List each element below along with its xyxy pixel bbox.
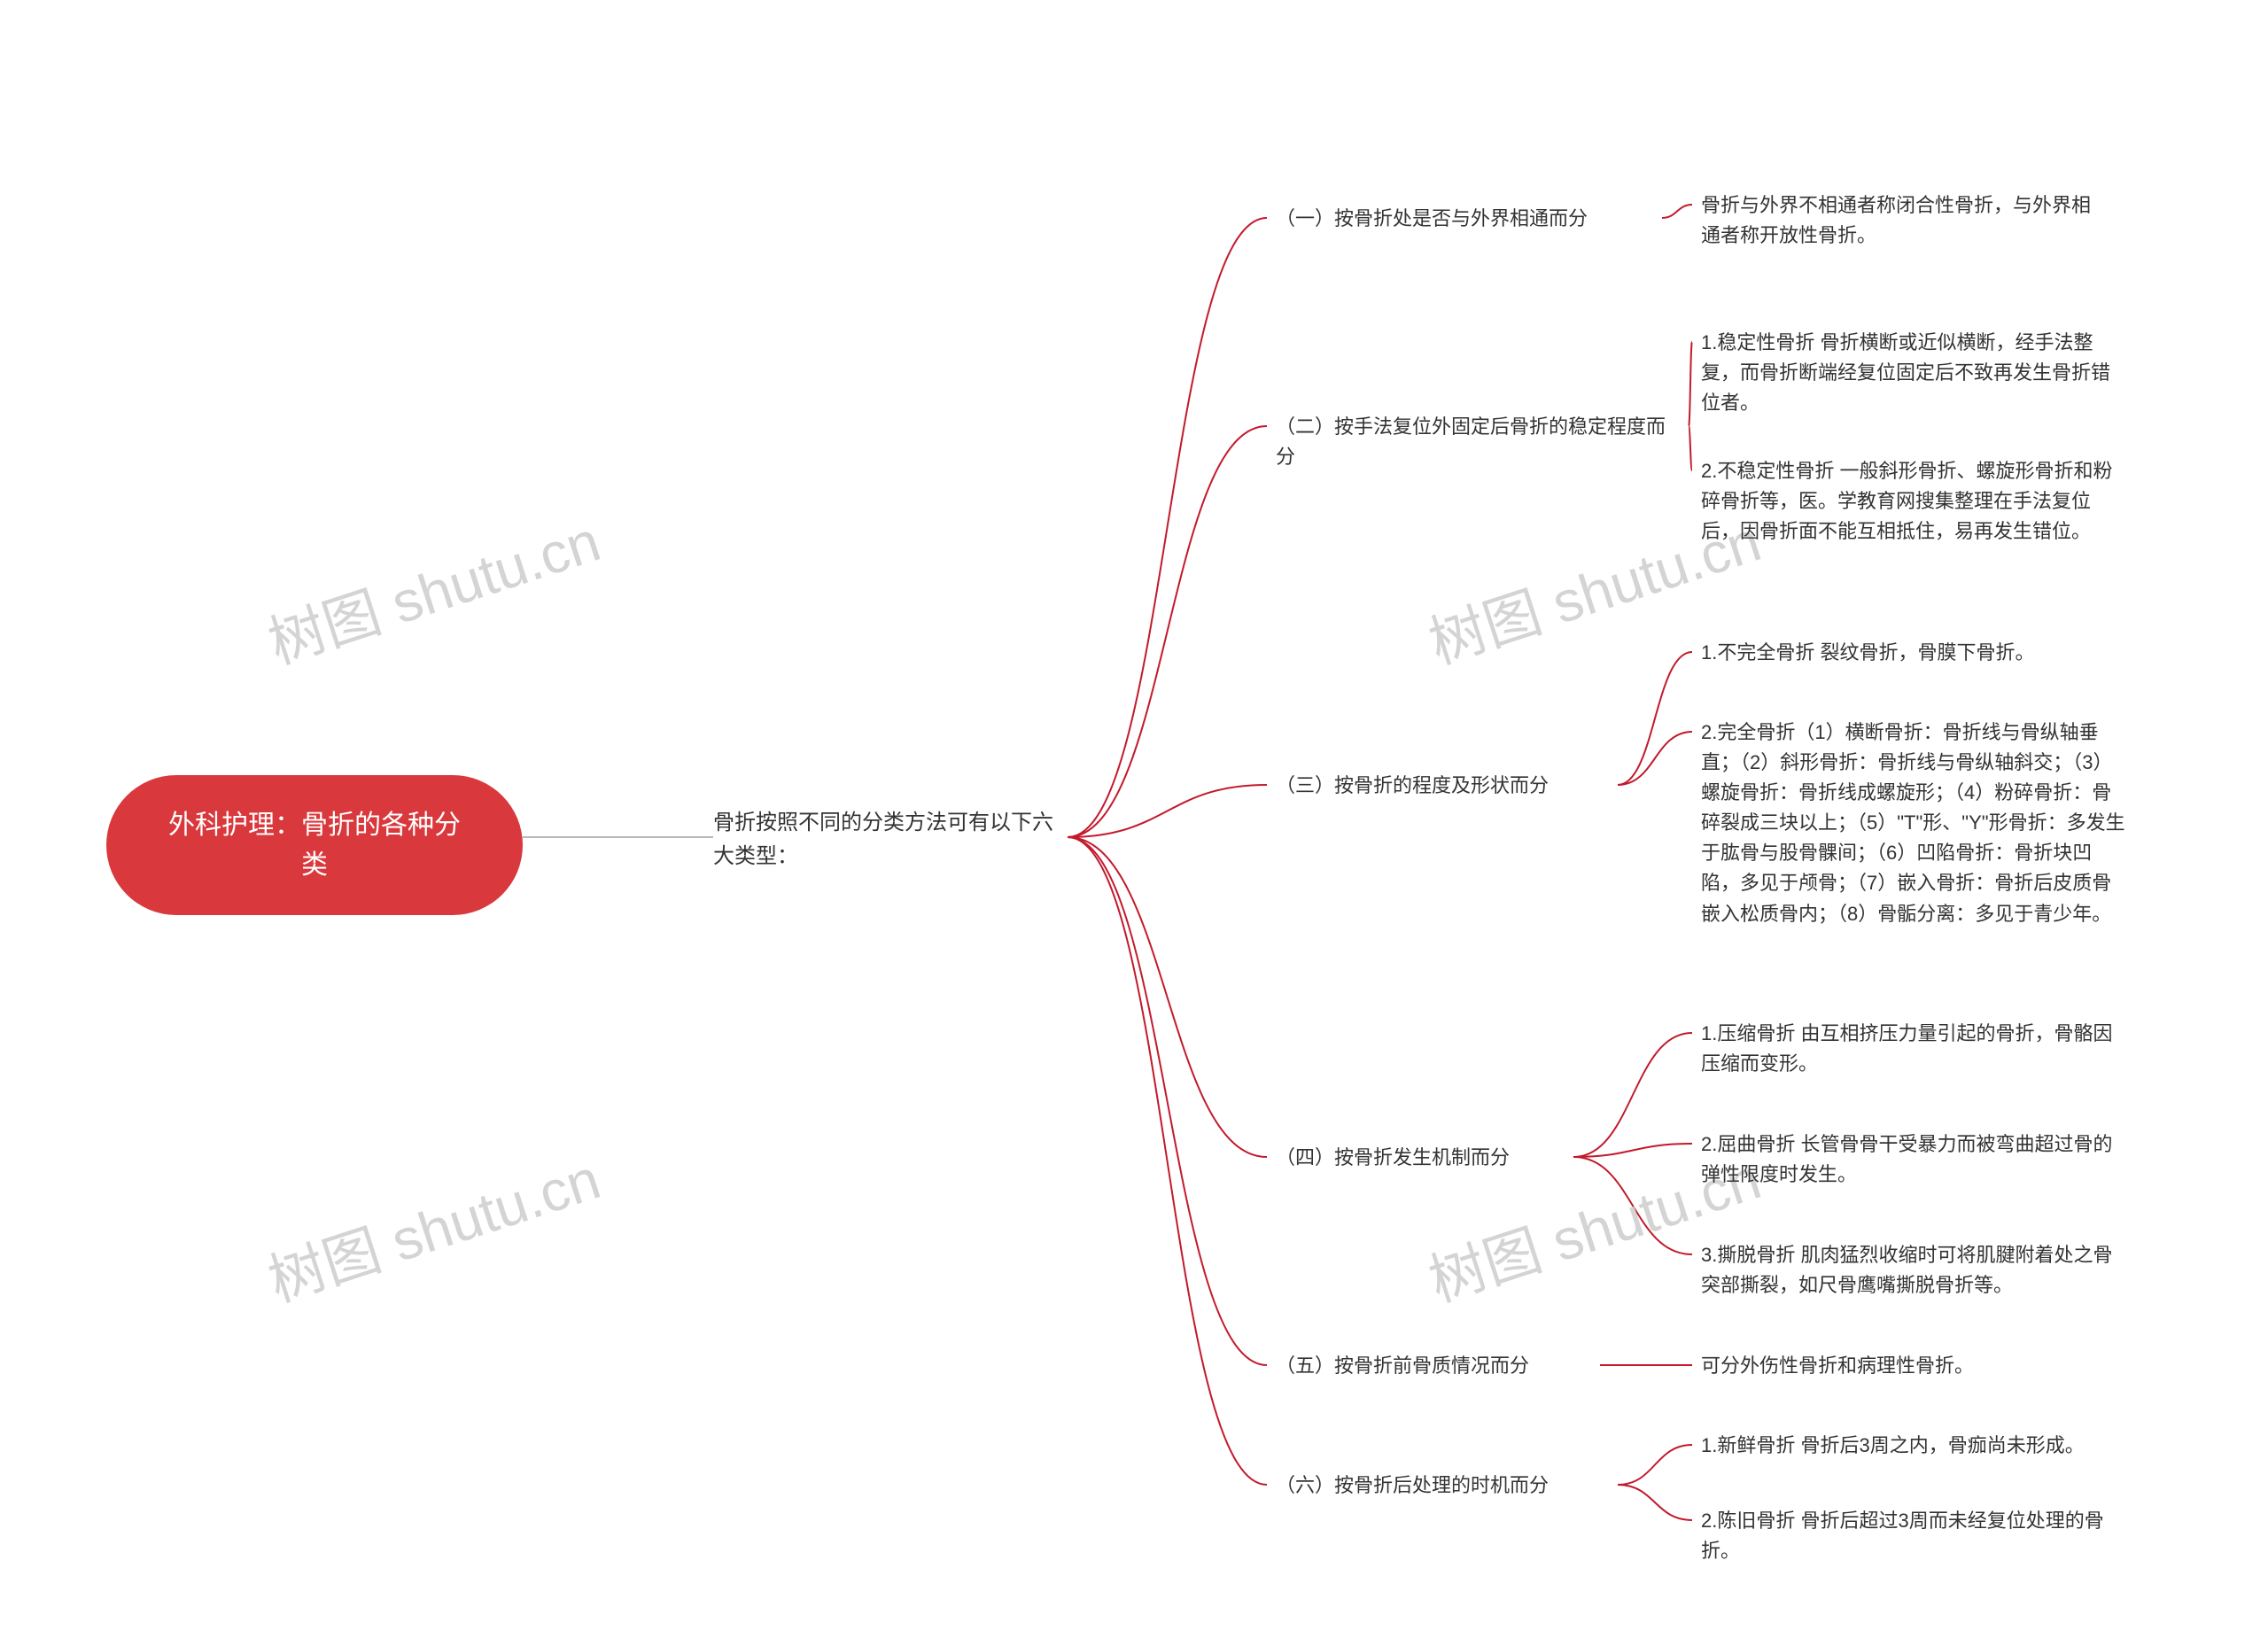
category-node[interactable]: （二）按手法复位外固定后骨折的稳定程度而分 xyxy=(1276,412,1683,472)
leaf-node[interactable]: 2.完全骨折（1）横断骨折：骨折线与骨纵轴垂直；（2）斜形骨折：骨折线与骨纵轴斜… xyxy=(1701,718,2126,929)
leaf-node[interactable]: 可分外伤性骨折和病理性骨折。 xyxy=(1701,1351,2055,1381)
leaf-node[interactable]: 2.不稳定性骨折 一般斜形骨折、螺旋形骨折和粉碎骨折等，医。学教育网搜集整理在手… xyxy=(1701,456,2117,547)
intro-node[interactable]: 骨折按照不同的分类方法可有以下六大类型： xyxy=(713,806,1068,874)
mindmap-canvas: 树图 shutu.cn 树图 shutu.cn 树图 shutu.cn 树图 s… xyxy=(0,0,2268,1630)
category-node[interactable]: （六）按骨折后处理的时机而分 xyxy=(1276,1471,1612,1501)
leaf-node[interactable]: 3.撕脱骨折 肌肉猛烈收缩时可将肌腱附着处之骨突部撕裂，如尺骨鹰嘴撕脱骨折等。 xyxy=(1701,1240,2117,1300)
leaf-node[interactable]: 1.压缩骨折 由互相挤压力量引起的骨折，骨骼因压缩而变形。 xyxy=(1701,1019,2117,1079)
category-node[interactable]: （五）按骨折前骨质情况而分 xyxy=(1276,1351,1595,1381)
category-node[interactable]: （三）按骨折的程度及形状而分 xyxy=(1276,771,1612,801)
leaf-node[interactable]: 1.不完全骨折 裂纹骨折，骨膜下骨折。 xyxy=(1701,638,2109,668)
leaf-node[interactable]: 2.陈旧骨折 骨折后超过3周而未经复位处理的骨折。 xyxy=(1701,1506,2117,1566)
category-node[interactable]: （四）按骨折发生机制而分 xyxy=(1276,1143,1568,1173)
leaf-node[interactable]: 骨折与外界不相通者称闭合性骨折，与外界相通者称开放性骨折。 xyxy=(1701,190,2109,251)
leaf-node[interactable]: 1.新鲜骨折 骨折后3周之内，骨痂尚未形成。 xyxy=(1701,1431,2117,1461)
category-node[interactable]: （一）按骨折处是否与外界相通而分 xyxy=(1276,204,1657,234)
root-node[interactable]: 外科护理：骨折的各种分类 xyxy=(106,775,523,915)
leaf-node[interactable]: 1.稳定性骨折 骨折横断或近似横断，经手法整复，而骨折断端经复位固定后不致再发生… xyxy=(1701,328,2117,418)
leaf-node[interactable]: 2.屈曲骨折 长管骨骨干受暴力而被弯曲超过骨的弹性限度时发生。 xyxy=(1701,1129,2117,1190)
